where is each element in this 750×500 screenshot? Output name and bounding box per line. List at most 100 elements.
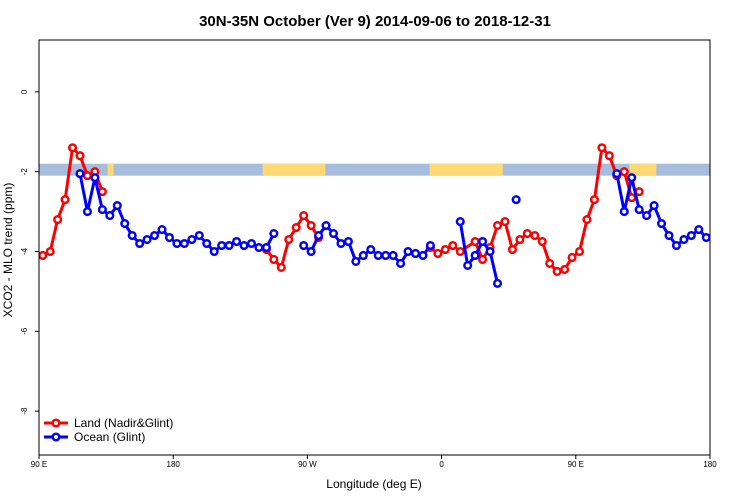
series-0-point-2-15 <box>545 258 555 269</box>
series-1-point-1-2 <box>314 230 324 241</box>
series-1-point-4-9 <box>679 234 689 245</box>
legend-label-0: Land (Nadir&Glint) <box>74 416 173 430</box>
series-0-point-2-1 <box>433 248 443 259</box>
series-0-point-2-16 <box>552 266 562 276</box>
series-0-point-2-2 <box>440 244 450 255</box>
series-0-point-2-12 <box>522 228 532 239</box>
series-1-point-4-6 <box>656 219 667 229</box>
series-1-point-4-12 <box>701 232 710 243</box>
series-1-point-0-23 <box>246 238 257 249</box>
x-tick-label-0: 90 E <box>31 460 47 469</box>
y-tick-label-3: -6 <box>20 327 29 335</box>
series-1-point-4-11 <box>694 224 704 235</box>
y-tick-label-0: 0 <box>20 89 29 94</box>
series-1-point-1-7 <box>351 256 361 267</box>
series-1-point-1-12 <box>388 250 398 261</box>
series-1-point-0-21 <box>232 236 242 247</box>
y-axis: 0 -2 -4 -6 -8 <box>20 89 39 415</box>
legend-marker-0 <box>51 418 61 428</box>
series-1-point-0-14 <box>179 238 189 249</box>
series-1-point-1-0 <box>299 240 309 251</box>
series-0-point-0-1 <box>45 246 55 257</box>
series-1-point-4-0 <box>612 169 622 179</box>
series-0-point-2-25 <box>619 167 629 177</box>
series-1-point-0-1 <box>82 207 93 217</box>
x-tick-label-3: 0 <box>439 460 444 469</box>
series-1-point-0-25 <box>261 242 271 253</box>
land-span-2 <box>429 163 503 176</box>
series-0-point-0-0 <box>39 250 48 261</box>
series-layer <box>39 143 710 288</box>
series-1-point-0-11 <box>157 224 167 235</box>
legend: Land (Nadir&Glint)Ocean (Glint) <box>44 416 173 444</box>
series-0-point-2-22 <box>597 143 607 153</box>
series-1-point-0-6 <box>120 219 130 229</box>
series-0-point-1-4 <box>291 222 301 233</box>
land-mask-band <box>39 163 710 176</box>
series-0-point-2-13 <box>530 230 540 241</box>
series-1-point-1-4 <box>328 228 339 239</box>
series-0-point-2-4 <box>455 246 465 257</box>
series-1-point-2-5 <box>492 278 503 288</box>
series-0-point-1-3 <box>284 234 294 245</box>
series-0-point-1-1 <box>269 254 279 265</box>
series-1-point-1-14 <box>403 246 413 257</box>
land-span-3 <box>629 163 657 176</box>
series-1-point-4-4 <box>642 211 652 221</box>
series-1-point-4-5 <box>649 201 659 211</box>
series-0-point-1-6 <box>306 221 316 231</box>
series-0-point-2-10 <box>507 244 517 255</box>
series-1-point-1-17 <box>425 240 435 251</box>
y-tick-label-2: -4 <box>20 247 29 255</box>
series-1-point-2-0 <box>455 217 465 227</box>
series-1-point-0-8 <box>135 238 145 249</box>
y-axis-label: XCO2 - MLO trend (ppm) <box>1 183 15 318</box>
series-1-point-4-3 <box>634 205 644 215</box>
x-tick-label-5: 180 <box>703 460 717 469</box>
series-1-point-2-1 <box>463 260 473 271</box>
x-tick-label-1: 180 <box>167 460 181 469</box>
series-1-point-1-13 <box>396 258 406 269</box>
legend-marker-1 <box>51 432 61 442</box>
series-0-point-1-5 <box>299 211 309 221</box>
series-1-point-4-10 <box>686 230 696 241</box>
series-0-point-2-5 <box>470 236 480 247</box>
chart-title: 30N-35N October (Ver 9) 2014-09-06 to 20… <box>199 13 551 30</box>
series-1-point-0-16 <box>194 230 204 241</box>
series-1-point-0-17 <box>202 238 212 249</box>
plot-frame <box>38 39 711 456</box>
series-0-point-0-5 <box>75 151 85 161</box>
series-1-point-0-12 <box>164 232 175 243</box>
series-1-point-1-11 <box>381 250 391 261</box>
series-1-point-0-19 <box>217 240 227 251</box>
ocean-band <box>39 163 710 176</box>
series-0-point-2-18 <box>567 252 577 263</box>
series-1-point-0-2 <box>90 173 100 183</box>
series-1-point-1-1 <box>306 246 316 257</box>
series-0-point-2-17 <box>560 264 570 274</box>
series-0-point-0-3 <box>60 195 70 205</box>
series-1-point-1-10 <box>373 250 383 261</box>
series-1-point-0-3 <box>97 205 107 215</box>
series-1-point-1-8 <box>358 250 368 261</box>
series-1-point-0-9 <box>142 234 152 245</box>
series-1-point-3-0 <box>511 195 521 205</box>
series-1-point-1-16 <box>418 250 428 261</box>
x-tick-label-2: 90 W <box>298 460 317 469</box>
series-0-point-2-14 <box>537 236 547 247</box>
series-0-point-1-2 <box>276 262 286 273</box>
series-0-point-0-4 <box>68 143 78 153</box>
series-0-point-2-6 <box>478 254 488 265</box>
series-1-point-0-20 <box>224 240 234 251</box>
series-0-point-2-20 <box>582 215 592 225</box>
series-0-line-2 <box>429 146 641 273</box>
series-1-point-0-22 <box>239 240 249 251</box>
x-axis-label: Longitude (deg E) <box>326 477 421 491</box>
series-1-point-4-2 <box>627 173 637 183</box>
series-0-point-2-21 <box>589 195 599 205</box>
series-1-point-0-7 <box>127 230 137 241</box>
series-0-point-2-3 <box>448 240 458 251</box>
series-1-point-0-24 <box>254 242 264 253</box>
series-1-point-1-15 <box>410 248 421 259</box>
